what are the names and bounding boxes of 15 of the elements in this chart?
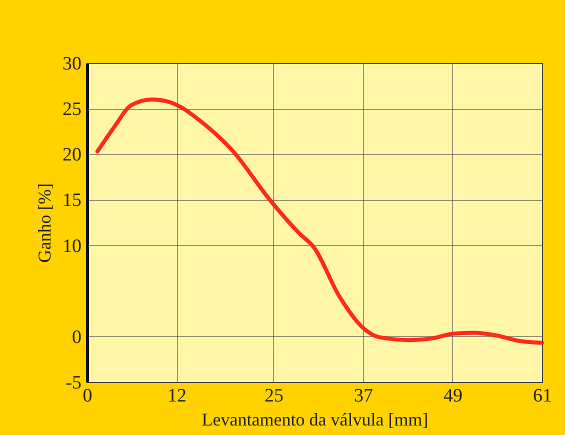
x-axis-title: Levantamento da válvula [mm] — [202, 410, 428, 430]
x-tick-label: 37 — [354, 386, 373, 406]
y-tick-label: 20 — [62, 144, 82, 166]
x-tick-label: 49 — [443, 386, 462, 406]
y-tick-label: -5 — [66, 372, 82, 394]
y-tick-label: 15 — [62, 190, 82, 212]
y-tick-label: 10 — [62, 236, 82, 257]
y-tick-label: 0 — [72, 326, 82, 348]
y-tick-label: 30 — [62, 54, 82, 74]
x-tick-label: 61 — [533, 386, 552, 406]
y-tick-label: 25 — [62, 99, 82, 120]
y-axis-title: Ganho [%] — [34, 183, 54, 263]
line-series — [95, 97, 544, 345]
x-tick-label: 25 — [264, 386, 284, 406]
x-tick-label: 12 — [168, 386, 187, 406]
